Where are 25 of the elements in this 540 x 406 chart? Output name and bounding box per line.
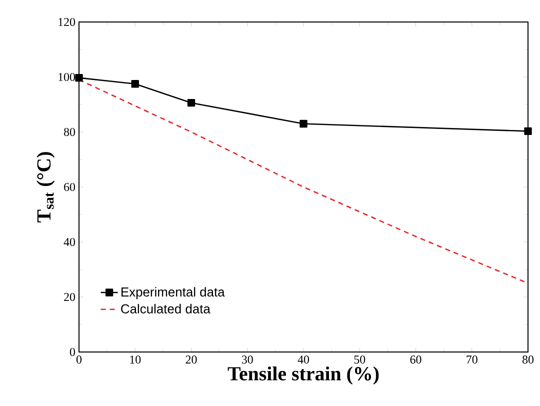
point — [131, 80, 139, 88]
x-axis-title: Tensile strain (%) — [228, 366, 379, 384]
y-tick-label: 80 — [64, 128, 76, 136]
x-tick-label: 10 — [130, 356, 141, 364]
x-tick-label: 30 — [242, 356, 253, 364]
point — [187, 99, 196, 107]
legend-label: Experimental data — [122, 287, 225, 300]
y-tick-label: 0 — [70, 348, 76, 356]
x-tick-label: 80 — [522, 356, 534, 364]
x-tick-label: 20 — [186, 356, 197, 364]
legend-label: Calculated data — [121, 304, 210, 314]
point — [75, 74, 83, 82]
y-tick-label: 120 — [58, 18, 76, 26]
x-tick-label: 70 — [466, 356, 478, 364]
x-tick-label: 60 — [410, 356, 422, 364]
point — [524, 127, 532, 136]
y-tick-label: 100 — [58, 72, 76, 82]
x-tick-label: 40 — [298, 356, 310, 364]
y-tick-label: 60 — [64, 182, 76, 192]
y-tick-label: 20 — [64, 292, 76, 302]
y-axis-title: T$_{sat}$ (°C) — [36, 152, 55, 222]
point — [300, 120, 308, 128]
x-tick-label: 50 — [354, 356, 366, 364]
y-tick-label: 40 — [64, 238, 76, 246]
x-tick-label: 0 — [76, 356, 82, 364]
